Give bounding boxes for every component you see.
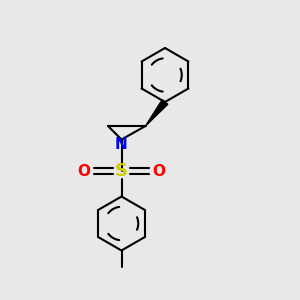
Polygon shape xyxy=(146,100,168,126)
Text: O: O xyxy=(152,164,166,178)
Text: S: S xyxy=(115,162,128,180)
Text: O: O xyxy=(77,164,91,178)
Text: N: N xyxy=(115,137,128,152)
